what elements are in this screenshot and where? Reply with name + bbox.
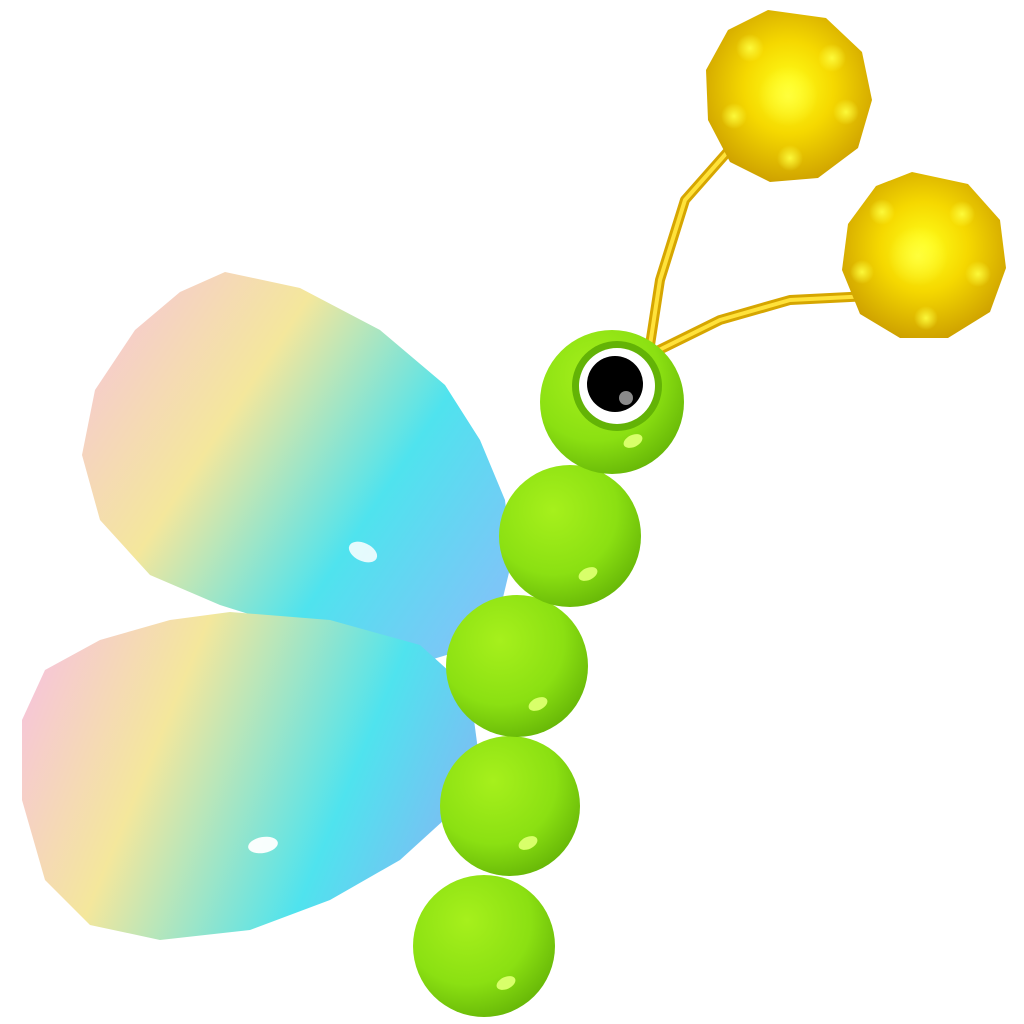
antenna-right-stalk (650, 291, 875, 357)
antenna-left-stalk-highlight (648, 138, 740, 347)
head-highlight (623, 434, 643, 448)
antenna-right-tip (842, 172, 1006, 338)
antenna-left-tip (706, 10, 872, 182)
body-segment-3 (446, 595, 588, 737)
body-segment-4 (440, 736, 580, 876)
body (413, 330, 684, 1017)
head (540, 330, 684, 474)
antenna-right-stalk-highlight (653, 294, 872, 354)
wings (22, 272, 512, 940)
body-segment-2 (499, 465, 641, 607)
lower-wing-shine (248, 836, 278, 854)
upper-wing-shine (348, 541, 378, 563)
body-segment-5 (413, 875, 555, 1017)
lower-wing (22, 612, 478, 940)
upper-wing (82, 272, 512, 660)
eye-icon (572, 341, 662, 431)
antennae (645, 10, 1006, 357)
